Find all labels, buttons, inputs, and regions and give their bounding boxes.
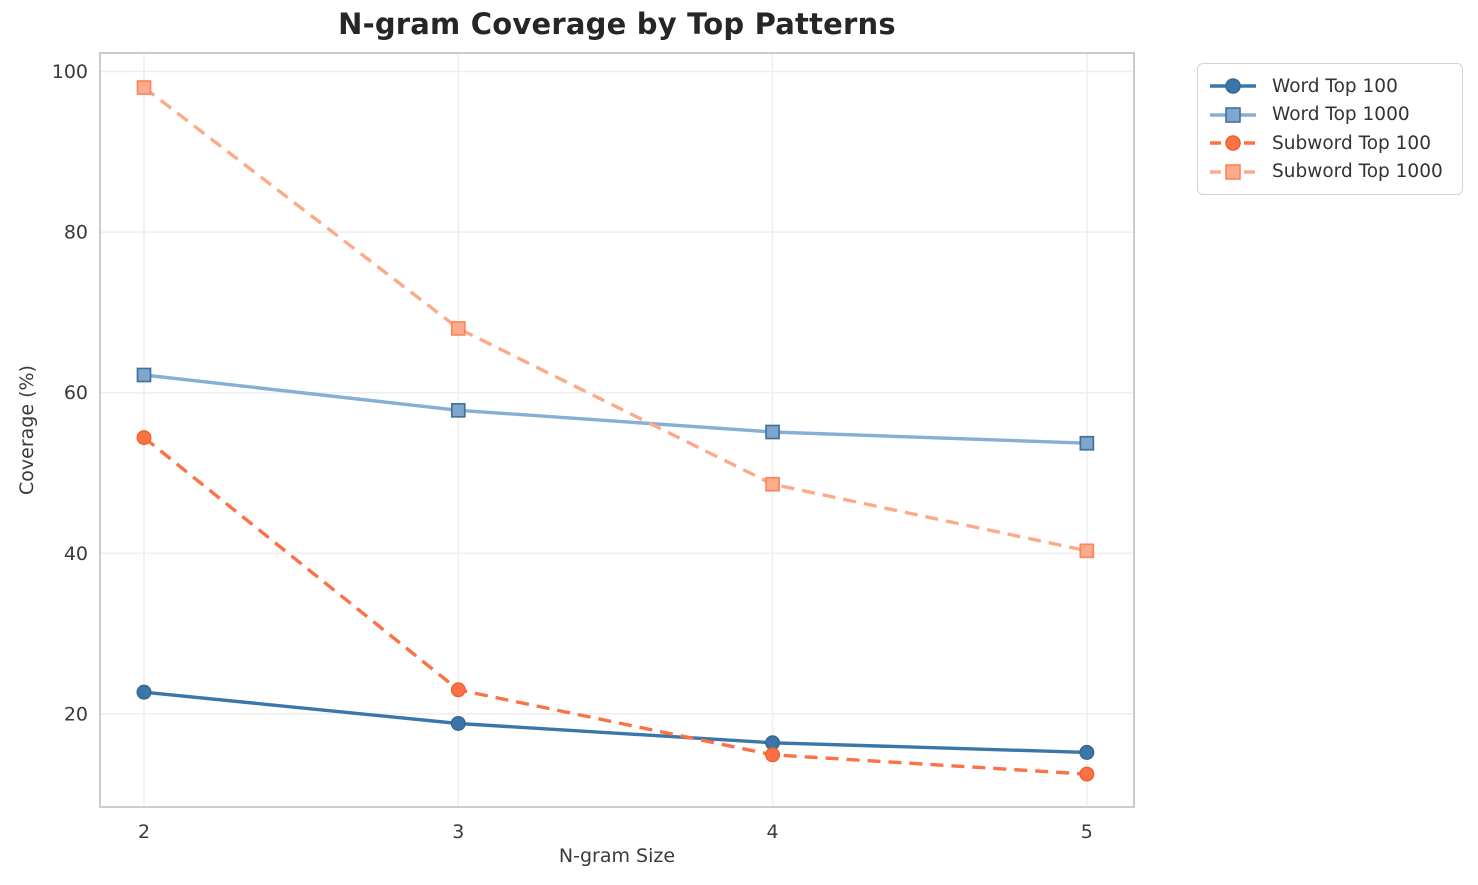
series-line-word-top-1000 <box>143 373 1087 445</box>
series-line-subword-top-1000 <box>142 86 1088 553</box>
legend-label: Subword Top 100 <box>1272 132 1431 154</box>
axes-spines <box>99 52 1135 808</box>
marker-word-top-1000-x3 <box>450 402 466 418</box>
marker-word-top-100-x3 <box>450 715 466 731</box>
marker-subword-top-100-x3 <box>450 682 466 698</box>
x-tick-label-5: 5 <box>1081 821 1093 843</box>
legend-marker-word-top-1000-icon <box>1210 106 1256 123</box>
x-tick-label-4: 4 <box>767 821 779 843</box>
marker-subword-top-1000-x2 <box>136 80 152 95</box>
legend-marker-subword-top-1000-icon <box>1210 163 1256 180</box>
series-line-subword-top-100 <box>142 436 1088 776</box>
x-tick-label-2: 2 <box>138 821 150 843</box>
legend-item-subword-top-1000: Subword Top 1000 <box>1209 158 1452 187</box>
legend-item-subword-top-100: Subword Top 100 <box>1209 129 1452 158</box>
y-tick-label-60: 60 <box>64 382 88 404</box>
chart-title: N-gram Coverage by Top Patterns <box>338 7 896 41</box>
marker-subword-top-100-x4 <box>765 747 781 763</box>
legend: Word Top 100 Word Top 1000 Subword Top 100… <box>1197 63 1463 195</box>
y-tick-label-20: 20 <box>64 703 88 725</box>
legend-marker-subword-top-100-icon <box>1210 135 1256 152</box>
marker-word-top-1000-x4 <box>765 424 780 440</box>
x-axis-label: N-gram Size <box>558 845 676 867</box>
marker-word-top-1000-x5 <box>1079 435 1095 451</box>
marker-subword-top-100-x2 <box>136 430 152 446</box>
legend-label: Word Top 100 <box>1272 75 1398 97</box>
legend-item-word-top-100: Word Top 100 <box>1209 72 1452 101</box>
y-tick-label-80: 80 <box>64 222 88 244</box>
x-tick-label-3: 3 <box>452 821 464 843</box>
legend-item-word-top-1000: Word Top 1000 <box>1209 101 1452 130</box>
marker-subword-top-1000-x4 <box>765 476 780 492</box>
y-tick-label-100: 100 <box>52 61 88 83</box>
legend-label: Subword Top 1000 <box>1272 161 1443 183</box>
legend-marker-word-top-100-icon <box>1210 78 1256 95</box>
marker-subword-top-1000-x3 <box>450 321 466 336</box>
y-tick-label-40: 40 <box>64 543 88 565</box>
marker-word-top-100-x5 <box>1079 744 1095 760</box>
series-line-word-top-100 <box>143 690 1087 755</box>
marker-subword-top-100-x5 <box>1079 766 1095 782</box>
legend-label: Word Top 1000 <box>1272 104 1410 126</box>
marker-word-top-100-x2 <box>136 684 152 700</box>
marker-subword-top-1000-x5 <box>1079 543 1095 559</box>
marker-word-top-1000-x2 <box>136 367 152 383</box>
